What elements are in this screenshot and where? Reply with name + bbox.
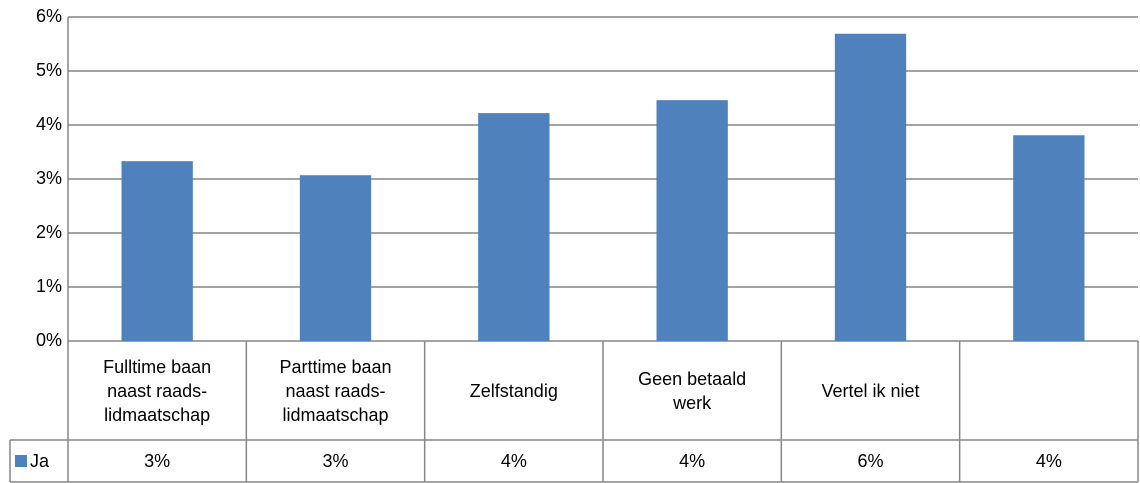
value-label: 4% [501, 451, 527, 471]
value-label: 3% [322, 451, 348, 471]
bar [834, 33, 907, 342]
y-tick-label: 6% [36, 6, 62, 26]
y-tick-label: 2% [36, 222, 62, 242]
bar [121, 161, 193, 341]
value-label: 3% [144, 451, 170, 471]
value-label: 4% [679, 451, 705, 471]
legend-label: Ja [30, 451, 50, 471]
x-tick-label: Vertel ik niet [821, 380, 920, 401]
y-tick-label: 0% [36, 330, 62, 350]
y-tick-label: 4% [36, 114, 62, 134]
x-tick-label: Zelfstandig [469, 380, 558, 401]
bar [656, 100, 728, 341]
x-tick-label: Fulltime baan naast raads-lidmaatschap [103, 356, 212, 425]
value-label: 6% [857, 451, 883, 471]
y-tick-label: 5% [36, 60, 62, 80]
bar [299, 175, 372, 341]
y-tick-label: 3% [36, 168, 62, 188]
bar [1013, 135, 1085, 341]
y-tick-label: 1% [36, 276, 62, 296]
value-label: 4% [1036, 451, 1062, 471]
legend-swatch [15, 455, 27, 467]
x-tick-label: Parttime baan naast raads-lidmaatschap [279, 356, 392, 425]
x-tick-label: Geen betaald werk [638, 368, 747, 413]
bar [478, 113, 550, 342]
